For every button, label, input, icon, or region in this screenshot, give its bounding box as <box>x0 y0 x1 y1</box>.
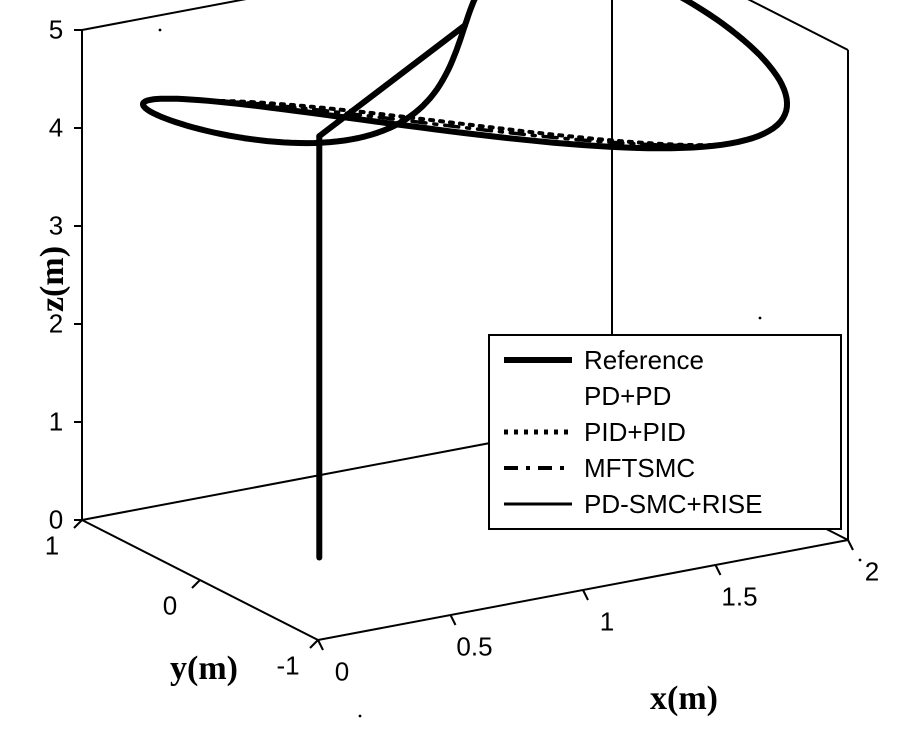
tick-label: 0 <box>335 657 349 688</box>
legend-text-mftsmc: MFTSMC <box>584 453 695 484</box>
legend: Reference PD+PD PID+PID MFTSMC PD-SMC+RI… <box>488 334 842 530</box>
legend-text-rise: PD-SMC+RISE <box>584 489 762 520</box>
legend-text-pid: PID+PID <box>584 417 686 448</box>
x-axis-label-text: x(m) <box>650 680 718 717</box>
y-axis-label: y(m) <box>170 650 238 688</box>
tick-label: 0 <box>49 505 63 536</box>
tick-label: -1 <box>276 651 299 682</box>
legend-swatch-mftsmc <box>502 450 574 486</box>
legend-row-mftsmc: MFTSMC <box>502 450 828 486</box>
tick-label: 3 <box>49 211 63 242</box>
tick-label: 1 <box>600 607 614 638</box>
x-axis-label: x(m) <box>650 680 718 718</box>
legend-text-pd: PD+PD <box>584 381 671 412</box>
z-axis-label-text: z(m) <box>34 246 71 312</box>
legend-row-rise: PD-SMC+RISE <box>502 486 828 522</box>
tick-label: 1.5 <box>721 582 757 613</box>
legend-row-reference: Reference <box>502 342 828 378</box>
legend-row-pid: PID+PID <box>502 414 828 450</box>
legend-row-pd: PD+PD <box>502 378 828 414</box>
y-axis-label-text: y(m) <box>170 650 238 687</box>
legend-swatch-pd <box>502 378 574 414</box>
z-axis-label: z(m) <box>34 246 72 312</box>
trajectory-3d-plot: z(m) y(m) x(m) Reference PD+PD PID+PID <box>0 0 922 737</box>
tick-label: 4 <box>49 113 63 144</box>
tick-label: 2 <box>865 557 879 588</box>
legend-text-reference: Reference <box>584 345 704 376</box>
tick-label: 5 <box>49 15 63 46</box>
tick-label: 0.5 <box>456 632 492 663</box>
legend-swatch-reference <box>502 342 574 378</box>
tick-label: 1 <box>49 407 63 438</box>
tick-label: 0 <box>163 591 177 622</box>
tick-label: 2 <box>49 309 63 340</box>
legend-swatch-rise <box>502 486 574 522</box>
legend-swatch-pid <box>502 414 574 450</box>
